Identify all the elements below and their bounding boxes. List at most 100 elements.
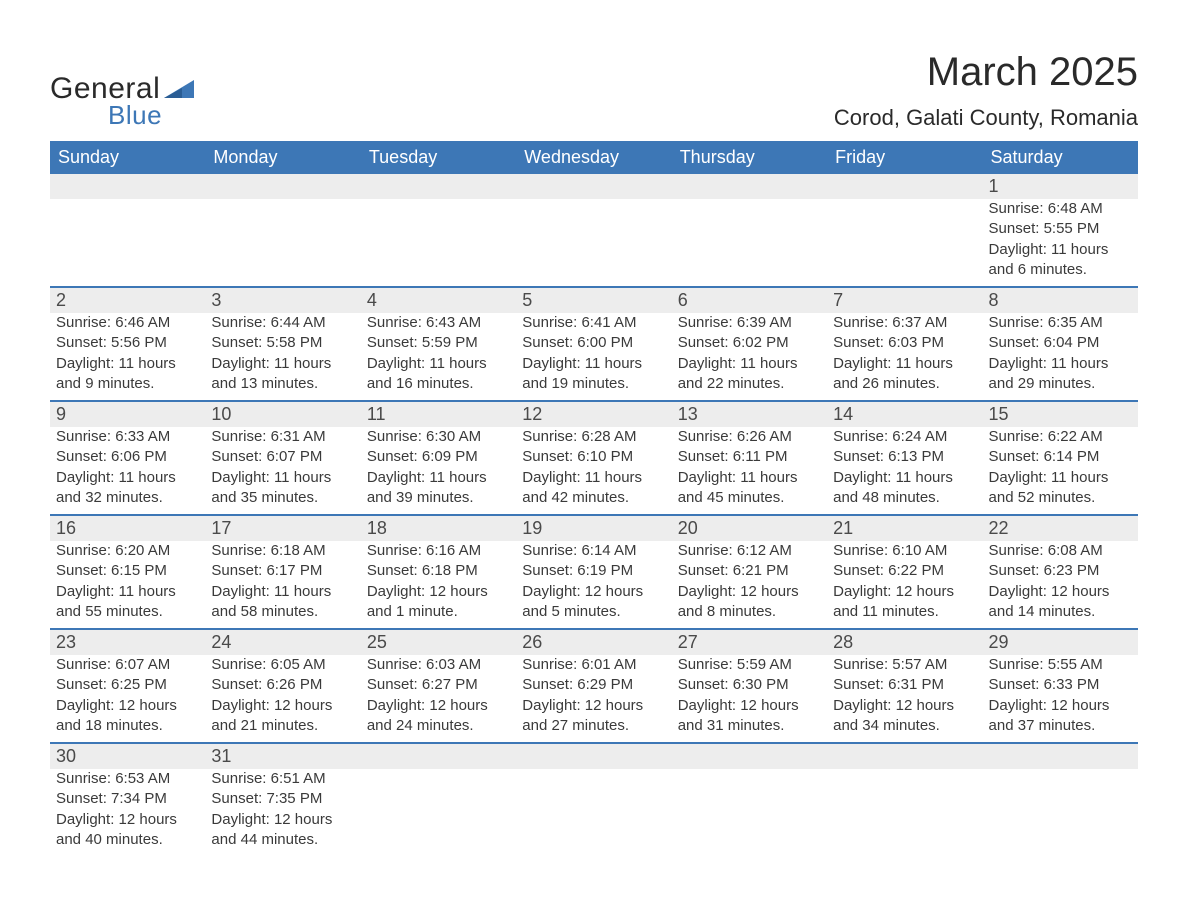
day-number-cell: 30 xyxy=(50,743,205,769)
day-content-cell xyxy=(205,199,360,287)
day-content-cell xyxy=(672,769,827,856)
daylight-line2: and 29 minutes. xyxy=(989,374,1132,394)
day-number-cell xyxy=(516,743,671,769)
sunrise-text: Sunrise: 6:48 AM xyxy=(989,199,1132,219)
day-number: 5 xyxy=(522,290,665,311)
daylight-line2: and 22 minutes. xyxy=(678,374,821,394)
day-content-cell xyxy=(361,769,516,856)
day-number-cell xyxy=(205,174,360,199)
sunrise-text: Sunrise: 6:41 AM xyxy=(522,313,665,333)
col-tuesday: Tuesday xyxy=(361,141,516,174)
day-number-cell: 25 xyxy=(361,629,516,655)
col-saturday: Saturday xyxy=(983,141,1138,174)
day-number: 31 xyxy=(211,746,354,767)
sunset-text: Sunset: 6:27 PM xyxy=(367,675,510,695)
day-number-cell: 31 xyxy=(205,743,360,769)
sunrise-text: Sunrise: 6:31 AM xyxy=(211,427,354,447)
day-number-cell xyxy=(361,743,516,769)
daylight-line2: and 21 minutes. xyxy=(211,716,354,736)
sunset-text: Sunset: 6:26 PM xyxy=(211,675,354,695)
daylight-line2: and 58 minutes. xyxy=(211,602,354,622)
sunset-text: Sunset: 6:03 PM xyxy=(833,333,976,353)
day-content-cell: Sunrise: 6:12 AMSunset: 6:21 PMDaylight:… xyxy=(672,541,827,629)
day-number-cell: 27 xyxy=(672,629,827,655)
day-content-cell: Sunrise: 5:55 AMSunset: 6:33 PMDaylight:… xyxy=(983,655,1138,743)
day-number-cell xyxy=(983,743,1138,769)
day-content-cell: Sunrise: 6:33 AMSunset: 6:06 PMDaylight:… xyxy=(50,427,205,515)
day-number-cell: 3 xyxy=(205,287,360,313)
daylight-line2: and 34 minutes. xyxy=(833,716,976,736)
day-content-cell: Sunrise: 6:01 AMSunset: 6:29 PMDaylight:… xyxy=(516,655,671,743)
day-content-cell: Sunrise: 6:22 AMSunset: 6:14 PMDaylight:… xyxy=(983,427,1138,515)
daylight-line2: and 24 minutes. xyxy=(367,716,510,736)
day-number: 24 xyxy=(211,632,354,653)
week-content-row: Sunrise: 6:53 AMSunset: 7:34 PMDaylight:… xyxy=(50,769,1138,856)
sunrise-text: Sunrise: 6:22 AM xyxy=(989,427,1132,447)
day-number-cell: 4 xyxy=(361,287,516,313)
day-content-cell xyxy=(361,199,516,287)
calendar-body: 1 Sunrise: 6:48 AMSunset: 5:55 PMDayligh… xyxy=(50,174,1138,856)
daylight-line2: and 48 minutes. xyxy=(833,488,976,508)
day-number: 6 xyxy=(678,290,821,311)
day-content-cell: Sunrise: 6:26 AMSunset: 6:11 PMDaylight:… xyxy=(672,427,827,515)
day-content-cell xyxy=(50,199,205,287)
day-number-cell: 19 xyxy=(516,515,671,541)
daylight-line2: and 13 minutes. xyxy=(211,374,354,394)
day-content-cell: Sunrise: 6:44 AMSunset: 5:58 PMDaylight:… xyxy=(205,313,360,401)
sunset-text: Sunset: 6:04 PM xyxy=(989,333,1132,353)
day-content-cell xyxy=(827,769,982,856)
day-content-cell: Sunrise: 6:51 AMSunset: 7:35 PMDaylight:… xyxy=(205,769,360,856)
sunset-text: Sunset: 6:30 PM xyxy=(678,675,821,695)
brand-logo: General Blue xyxy=(50,72,194,131)
day-number-cell: 9 xyxy=(50,401,205,427)
day-content-cell: Sunrise: 6:46 AMSunset: 5:56 PMDaylight:… xyxy=(50,313,205,401)
sunset-text: Sunset: 7:35 PM xyxy=(211,789,354,809)
day-number: 28 xyxy=(833,632,976,653)
sunset-text: Sunset: 6:11 PM xyxy=(678,447,821,467)
sunset-text: Sunset: 6:10 PM xyxy=(522,447,665,467)
daylight-line1: Daylight: 11 hours xyxy=(678,468,821,488)
col-friday: Friday xyxy=(827,141,982,174)
daylight-line1: Daylight: 12 hours xyxy=(211,810,354,830)
day-number-cell: 10 xyxy=(205,401,360,427)
daylight-line1: Daylight: 11 hours xyxy=(211,582,354,602)
day-number-cell: 22 xyxy=(983,515,1138,541)
daylight-line2: and 26 minutes. xyxy=(833,374,976,394)
daylight-line1: Daylight: 11 hours xyxy=(367,354,510,374)
day-number: 10 xyxy=(211,404,354,425)
day-content-cell: Sunrise: 6:16 AMSunset: 6:18 PMDaylight:… xyxy=(361,541,516,629)
day-number-cell: 14 xyxy=(827,401,982,427)
sunset-text: Sunset: 5:58 PM xyxy=(211,333,354,353)
day-content-cell: Sunrise: 6:31 AMSunset: 6:07 PMDaylight:… xyxy=(205,427,360,515)
day-number-cell xyxy=(827,174,982,199)
daylight-line1: Daylight: 12 hours xyxy=(833,696,976,716)
week-number-row: 9101112131415 xyxy=(50,401,1138,427)
week-number-row: 16171819202122 xyxy=(50,515,1138,541)
col-sunday: Sunday xyxy=(50,141,205,174)
week-number-row: 30 31 xyxy=(50,743,1138,769)
daylight-line1: Daylight: 11 hours xyxy=(56,582,199,602)
sunset-text: Sunset: 6:09 PM xyxy=(367,447,510,467)
day-content-cell: Sunrise: 6:30 AMSunset: 6:09 PMDaylight:… xyxy=(361,427,516,515)
daylight-line2: and 6 minutes. xyxy=(989,260,1132,280)
sunrise-text: Sunrise: 6:20 AM xyxy=(56,541,199,561)
daylight-line1: Daylight: 11 hours xyxy=(989,468,1132,488)
day-content-cell xyxy=(983,769,1138,856)
day-number-cell: 29 xyxy=(983,629,1138,655)
daylight-line2: and 35 minutes. xyxy=(211,488,354,508)
daylight-line1: Daylight: 12 hours xyxy=(211,696,354,716)
calendar-header-row: Sunday Monday Tuesday Wednesday Thursday… xyxy=(50,141,1138,174)
daylight-line2: and 18 minutes. xyxy=(56,716,199,736)
sunrise-text: Sunrise: 6:53 AM xyxy=(56,769,199,789)
sunset-text: Sunset: 6:23 PM xyxy=(989,561,1132,581)
day-content-cell: Sunrise: 6:18 AMSunset: 6:17 PMDaylight:… xyxy=(205,541,360,629)
day-number: 14 xyxy=(833,404,976,425)
day-number-cell: 17 xyxy=(205,515,360,541)
daylight-line1: Daylight: 11 hours xyxy=(833,354,976,374)
sunrise-text: Sunrise: 6:26 AM xyxy=(678,427,821,447)
day-number: 7 xyxy=(833,290,976,311)
day-number-cell: 16 xyxy=(50,515,205,541)
day-number: 12 xyxy=(522,404,665,425)
sunset-text: Sunset: 6:33 PM xyxy=(989,675,1132,695)
day-number-cell: 24 xyxy=(205,629,360,655)
